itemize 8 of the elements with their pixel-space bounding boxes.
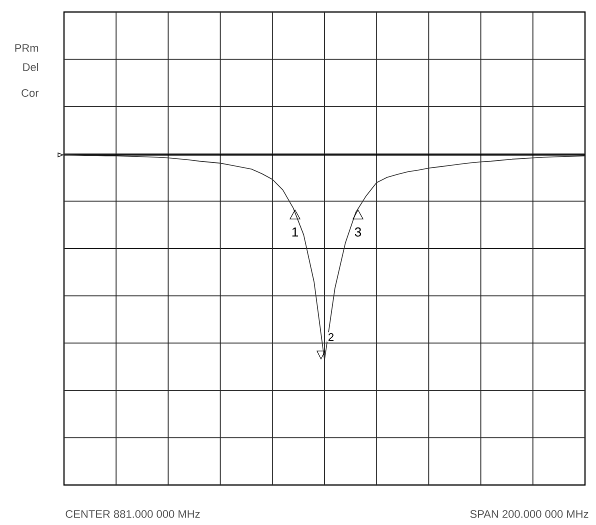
text: PRm bbox=[15, 44, 38, 52]
annotation: 1 bbox=[292, 228, 298, 236]
text: Del bbox=[23, 62, 38, 72]
annotation: 2 bbox=[328, 333, 334, 341]
text: CENTER 881.000 000 MHz bbox=[66, 510, 200, 518]
text: SPAN 200.000 000 MHz bbox=[470, 510, 588, 518]
annotation: 3 bbox=[354, 227, 362, 237]
text: Cor bbox=[22, 89, 39, 97]
